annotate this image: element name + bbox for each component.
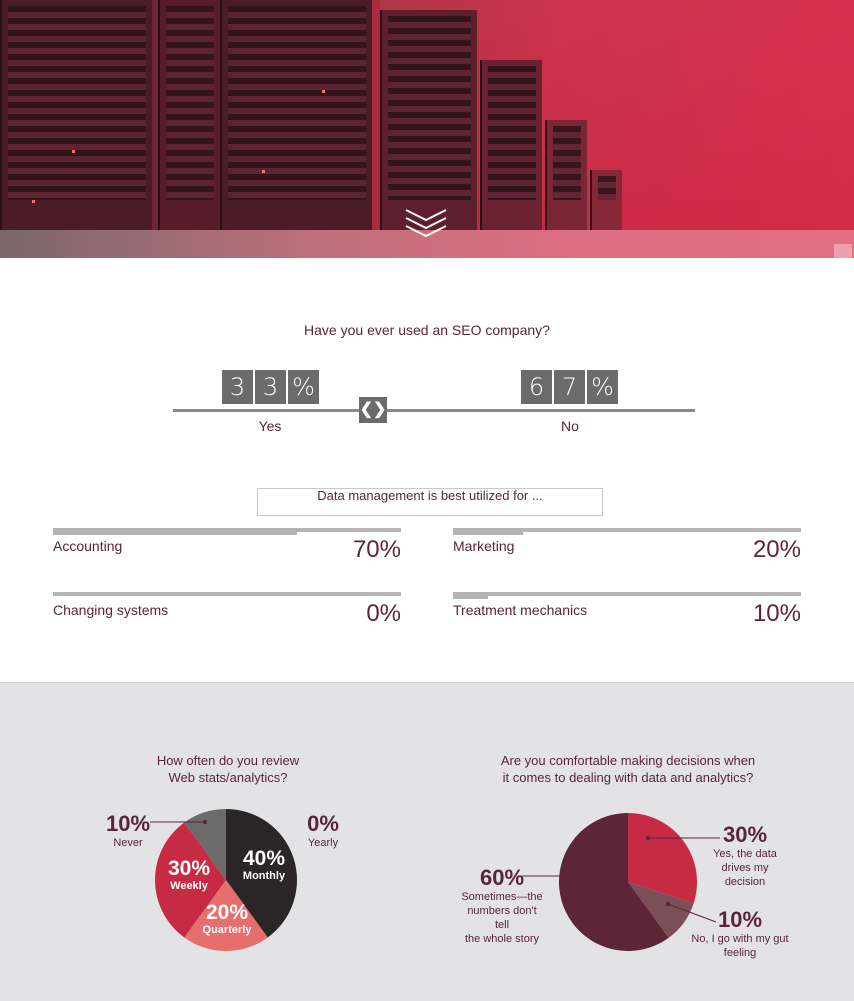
bar-label: Accounting	[53, 538, 123, 554]
bar-track	[453, 592, 801, 596]
bar-fill	[453, 596, 488, 599]
pie1-quarterly-pct: 20%	[205, 901, 249, 924]
pie-slice-sometimes-the	[559, 813, 669, 951]
digit: 3	[222, 370, 253, 404]
server-rack	[158, 0, 220, 230]
pie1-title: How often do you review Web stats/analyt…	[128, 752, 328, 786]
digit: 7	[554, 370, 585, 404]
bar-track	[53, 528, 401, 532]
digit: 3	[255, 370, 286, 404]
pie-slice-quarterly	[184, 880, 268, 951]
pie2-chart	[559, 813, 697, 951]
bar-label: Changing systems	[53, 602, 169, 618]
pie2-yes-label-line1: Yes, the data	[713, 848, 777, 860]
server-rack	[220, 0, 372, 230]
pie2-title-line1: Are you comfortable making decisions whe…	[500, 753, 756, 768]
pie2-sometimes-pct: 60%	[479, 865, 525, 890]
yes-label: Yes	[258, 418, 282, 434]
pie1-weekly-pct: 30%	[167, 857, 211, 880]
bar-track	[453, 528, 801, 532]
question2-title: Data management is best utilized for ...	[257, 488, 603, 516]
pie2-sometimes-label-line3: the whole story	[465, 933, 539, 945]
server-rack	[480, 60, 542, 230]
pie2-no-pct: 10%	[717, 907, 763, 932]
pie-slice-weekly	[155, 822, 226, 938]
bar-item-marketing: Marketing 20%	[453, 528, 801, 578]
pie1-quarterly-label: Quarterly	[202, 924, 252, 936]
pie2-sometimes-label-line2: numbers don't tell	[467, 905, 537, 931]
pie2-leaders	[645, 835, 720, 923]
bar-value: 70%	[352, 536, 401, 563]
server-rack	[545, 120, 587, 230]
pie1-title-line1: How often do you review	[156, 753, 300, 768]
digit: %	[288, 370, 319, 404]
scroll-down-chevron-icon[interactable]	[404, 208, 448, 242]
pie1-weekly-label: Weekly	[170, 880, 208, 892]
pie2-sometimes-label-line1: Sometimes—the	[461, 891, 543, 903]
pie1-chart	[155, 809, 297, 951]
pie1-label-quarterly: 20% Quarterly	[199, 902, 255, 937]
pie1-label-monthly: 40% Monthly	[237, 848, 291, 883]
pie1-monthly-pct: 40%	[242, 847, 286, 870]
bar-item-changing-systems: Changing systems 0%	[53, 592, 401, 642]
pie1-title-line2: Web stats/analytics?	[168, 770, 288, 785]
no-label: No	[561, 418, 579, 434]
pie1-monthly-label: Monthly	[242, 870, 286, 882]
pie1-yearly-pct: 0%	[307, 811, 339, 836]
bar-fill	[53, 532, 297, 535]
digit: %	[587, 370, 618, 404]
pie-section	[0, 682, 854, 1001]
bar-item-accounting: Accounting 70%	[53, 528, 401, 578]
pie2-no-label: No, I go with my gut feeling	[691, 933, 789, 959]
yes-percent-counter: 3 3 %	[222, 370, 319, 404]
corner-icon	[834, 244, 852, 258]
pie1-never-leader	[150, 819, 208, 825]
bar-item-treatment-mechanics: Treatment mechanics 10%	[453, 592, 801, 642]
pie2-title-line2: it comes to dealing with data and analyt…	[502, 770, 754, 785]
pie2-annotation-sometimes: 60% Sometimes—the numbers don't tell the…	[460, 866, 544, 946]
pie-slice-yes-the	[628, 813, 697, 904]
hero-banner	[0, 0, 854, 258]
pie-slice-no-i	[628, 882, 694, 938]
pie2-title: Are you comfortable making decisions whe…	[500, 752, 756, 786]
pie2-annotation-yes: 30% Yes, the data drives my decision	[700, 823, 790, 889]
pie1-annotation-yearly: 0% Yearly	[298, 812, 348, 850]
server-rack	[380, 10, 477, 230]
server-rack	[0, 0, 152, 230]
pie1-label-weekly: 30% Weekly	[162, 858, 216, 893]
bar-track	[53, 592, 401, 596]
pie-slice-monthly	[226, 809, 297, 938]
digit: 6	[521, 370, 552, 404]
pie2-yes-pct: 30%	[722, 822, 768, 847]
pie2-sometimes-leader	[522, 873, 594, 879]
pie2-yes-label-line2: drives my decision	[721, 862, 769, 888]
bar-value: 10%	[752, 600, 801, 627]
bar-value: 0%	[366, 600, 401, 627]
pie1-annotation-never: 10% Never	[103, 812, 153, 850]
slider-track[interactable]	[173, 409, 695, 412]
bar-label: Marketing	[453, 538, 515, 554]
pie1-never-pct: 10%	[105, 811, 151, 836]
question1-title: Have you ever used an SEO company?	[304, 322, 550, 338]
pie1-yearly-label: Yearly	[307, 837, 339, 849]
slider-handle[interactable]: ❮❯	[359, 397, 387, 423]
bar-value: 20%	[752, 536, 801, 563]
server-rack	[590, 170, 622, 230]
bar-fill	[453, 532, 523, 535]
bar-label: Treatment mechanics	[453, 602, 588, 618]
pie2-annotation-no: 10% No, I go with my gut feeling	[680, 908, 800, 960]
no-percent-counter: 6 7 %	[521, 370, 618, 404]
pie1-never-label: Never	[113, 837, 143, 849]
pie-slice-never	[184, 809, 226, 880]
